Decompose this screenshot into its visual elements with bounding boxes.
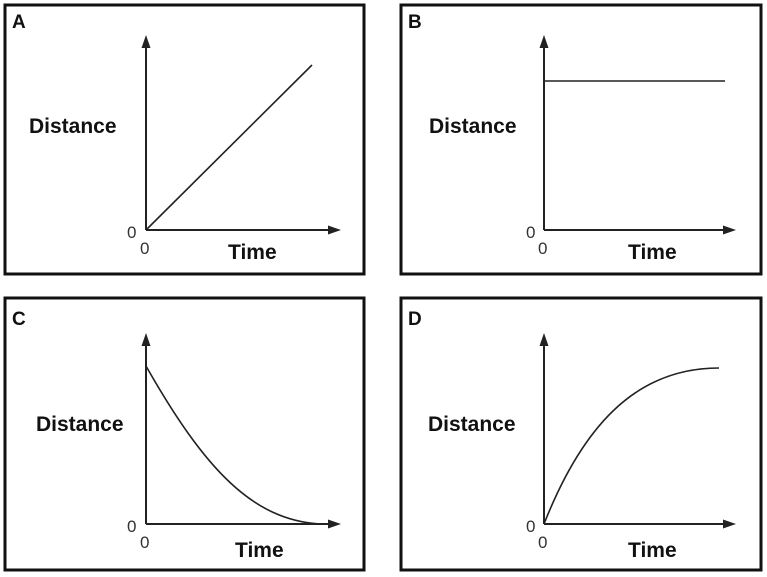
panel-c-x-arrowhead [328,519,341,529]
panel-b-x-arrowhead [723,225,736,235]
panel-d-ylabel: Distance [428,413,516,436]
panel-b-ylabel: Distance [429,115,517,138]
panel-d-x-origin-label: 0 [538,533,547,552]
panel-c-ylabel: Distance [36,413,124,436]
chart-panel-d: D Distance Time 0 0 [399,296,763,572]
panel-d-y-arrowhead [539,333,549,346]
chart-panel-b: B Distance Time 0 0 [399,3,763,276]
panel-b-y-arrowhead [539,35,549,48]
panel-b-letter: B [408,12,422,33]
panel-c-series-line [145,365,321,525]
panel-a-x-origin-label: 0 [140,239,149,258]
panel-c-xlabel: Time [235,539,284,562]
panel-d-xlabel: Time [628,539,677,562]
panel-d-series-line [543,367,720,525]
panel-c-letter: C [12,309,26,330]
panel-b-y-origin-label: 0 [526,223,535,242]
panel-c-y-origin-label: 0 [127,517,136,536]
panel-a-x-arrowhead [328,225,341,235]
panel-a-xlabel: Time [228,241,277,264]
panel-d-y-origin-label: 0 [526,517,535,536]
panel-d-frame [399,296,763,572]
panel-c-y-arrowhead [141,333,151,346]
panel-c-x-origin-label: 0 [140,533,149,552]
panel-d-x-arrowhead [723,519,736,529]
panel-d-letter: D [408,309,422,330]
panel-a-ylabel: Distance [29,115,117,138]
panel-a-y-arrowhead [141,35,151,48]
chart-panel-c: C Distance Time 0 0 [3,296,366,572]
panel-b-xlabel: Time [628,241,677,264]
panel-a-y-origin-label: 0 [127,223,136,242]
panel-b-x-origin-label: 0 [538,239,547,258]
panel-b-frame [399,3,763,276]
panel-a-series-line [145,64,313,231]
panel-a-letter: A [12,12,26,33]
panel-c-frame [3,296,366,572]
panel-a-frame [3,3,366,276]
chart-panel-a: A Distance Time 0 0 [3,3,366,276]
